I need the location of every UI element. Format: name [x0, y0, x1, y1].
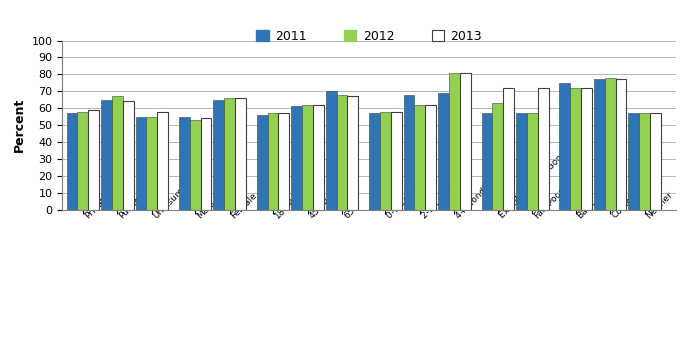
Bar — [538, 88, 549, 210]
Bar — [179, 117, 190, 210]
Bar — [77, 112, 88, 210]
Bar — [235, 98, 246, 210]
Bar — [404, 95, 415, 210]
Bar — [337, 95, 348, 210]
Bar — [639, 113, 650, 210]
Bar — [449, 73, 460, 210]
Bar — [123, 101, 134, 210]
Bar — [190, 120, 201, 210]
Bar — [101, 100, 112, 210]
Y-axis label: Percent: Percent — [13, 98, 26, 152]
Bar — [112, 96, 123, 210]
Bar — [581, 88, 592, 210]
Bar — [560, 83, 570, 210]
Bar — [391, 112, 402, 210]
Bar — [438, 93, 449, 210]
Bar — [650, 113, 661, 210]
Bar — [201, 118, 211, 210]
Bar — [425, 105, 436, 210]
Bar — [380, 112, 391, 210]
Bar — [268, 113, 279, 210]
Bar — [313, 105, 324, 210]
Bar — [88, 110, 99, 210]
Bar — [257, 115, 268, 210]
Bar — [527, 113, 538, 210]
Bar — [629, 113, 639, 210]
Bar — [135, 117, 146, 210]
Bar — [615, 79, 627, 210]
Bar — [302, 105, 313, 210]
Bar — [493, 103, 503, 210]
Bar — [146, 117, 157, 210]
Bar — [482, 113, 493, 210]
Bar — [66, 113, 77, 210]
Bar — [326, 91, 337, 210]
Bar — [503, 88, 514, 210]
Bar — [157, 112, 168, 210]
Bar — [369, 113, 380, 210]
Bar — [516, 113, 527, 210]
Bar — [594, 79, 604, 210]
Legend: 2011, 2012, 2013: 2011, 2012, 2013 — [251, 25, 487, 48]
Bar — [348, 96, 358, 210]
Bar — [460, 73, 471, 210]
Bar — [291, 106, 302, 210]
Bar — [279, 113, 289, 210]
Bar — [415, 105, 425, 210]
Bar — [570, 88, 581, 210]
Bar — [213, 100, 224, 210]
Bar — [224, 98, 235, 210]
Bar — [604, 78, 615, 210]
